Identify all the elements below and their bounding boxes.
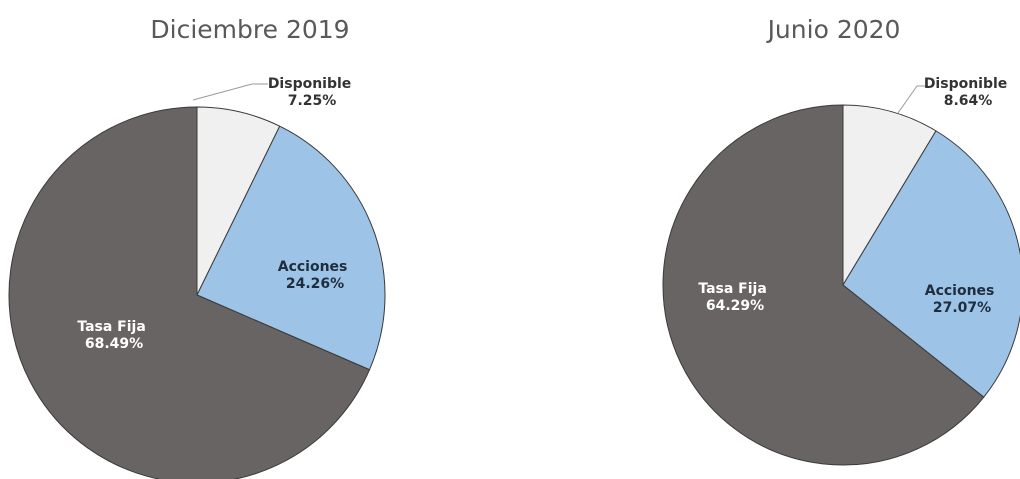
leader-line-disponible-diciembre-2019: [192, 83, 268, 101]
slice-value-disponible-2020: 8.64%: [944, 93, 993, 109]
slice-label-tasa-fija-2019: Tasa Fija 68.49%: [77, 319, 150, 352]
slice-category-tasa-fija-2020: Tasa Fija: [698, 281, 766, 297]
chart-title-junio-2020: Junio 2020: [766, 15, 901, 44]
slice-value-tasa-fija-2019: 68.49%: [85, 336, 143, 352]
slice-label-acciones-2019: Acciones 24.26%: [278, 259, 353, 292]
pie-slice-acciones-diciembre-2019: [196, 125, 386, 371]
slice-label-disponible-2020: Disponible 8.64%: [924, 76, 1012, 109]
chart-title-diciembre-2019: Diciembre 2019: [150, 15, 349, 44]
leader-line-disponible-junio-2020: [897, 85, 928, 114]
slice-category-disponible-2020: Disponible: [924, 76, 1007, 92]
slice-label-disponible-2019: Disponible 7.25%: [268, 76, 356, 109]
slice-label-tasa-fija-2020: Tasa Fija 64.29%: [698, 281, 771, 314]
pie-chart-diciembre-2019: Diciembre 2019 Disponible 7.25% Acciones…: [8, 15, 386, 479]
pie-slices-junio-2020: [662, 104, 1020, 466]
pie-slice-tasa-fija-diciembre-2019: [8, 106, 370, 479]
pie-slice-tasa-fija-junio-2020: [662, 104, 985, 466]
slice-category-disponible-2019: Disponible: [268, 76, 351, 92]
slice-value-disponible-2019: 7.25%: [288, 93, 337, 109]
leader-lines-junio-2020: [897, 85, 928, 114]
pie-slice-disponible-junio-2020: [842, 104, 937, 286]
slice-value-tasa-fija-2020: 64.29%: [706, 298, 764, 314]
pie-chart-junio-2020: Junio 2020 Disponible 8.64% Acciones 27.…: [662, 15, 1020, 466]
slice-category-tasa-fija-2019: Tasa Fija: [77, 319, 145, 335]
slice-value-acciones-2019: 24.26%: [286, 276, 344, 292]
slice-category-acciones-2020: Acciones: [925, 283, 995, 299]
pie-slices-diciembre-2019: [8, 106, 386, 479]
pie-slice-acciones-junio-2020: [842, 130, 1020, 398]
slice-label-acciones-2020: Acciones 27.07%: [925, 283, 1000, 316]
slice-value-acciones-2020: 27.07%: [933, 300, 991, 316]
leader-lines-diciembre-2019: [192, 83, 268, 101]
slice-category-acciones-2019: Acciones: [278, 259, 348, 275]
